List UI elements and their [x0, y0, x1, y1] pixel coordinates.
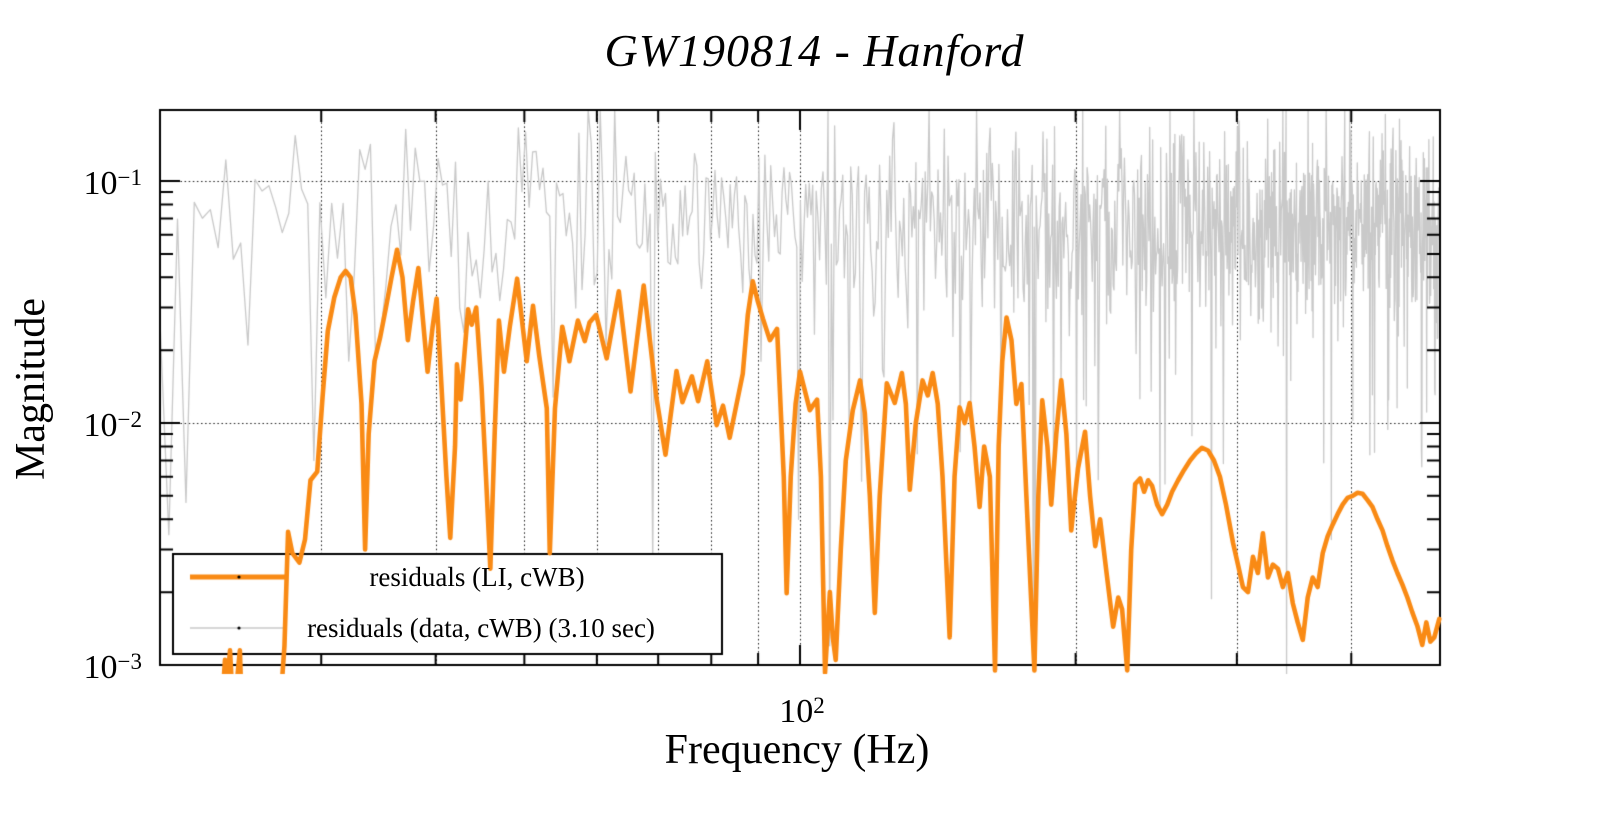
tick-exponent: −2 [117, 407, 142, 432]
x-axis-tick-label-1e2: 102 [737, 686, 867, 732]
tick-base: 10 [83, 165, 118, 202]
legend-entry-label-data-cwb: residuals (data, cWB) (3.10 sec) [307, 613, 655, 643]
tick-exponent: −3 [117, 649, 142, 674]
y-axis-tick-label-1e-1: 10−1 [34, 158, 142, 204]
y-axis-title: Magnitude [8, 298, 54, 480]
tick-exponent: 2 [813, 693, 825, 718]
tick-base: 10 [83, 649, 118, 686]
y-axis-tick-label-1e-3: 10−3 [34, 642, 142, 688]
y-axis-tick-label-1e-2: 10−2 [34, 400, 142, 446]
tick-base: 10 [779, 693, 814, 730]
plot-title: GW190814 - Hanford [604, 25, 1025, 76]
tick-base: 10 [83, 407, 118, 444]
legend-entry-label-li-cwb: residuals (LI, cWB) [369, 562, 585, 592]
tick-exponent: −1 [117, 165, 142, 190]
x-axis-title: Frequency (Hz) [664, 727, 930, 773]
